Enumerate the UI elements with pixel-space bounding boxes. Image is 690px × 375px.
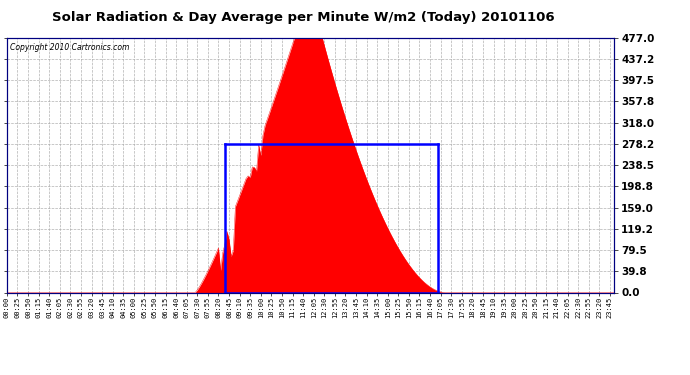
Text: Solar Radiation & Day Average per Minute W/m2 (Today) 20101106: Solar Radiation & Day Average per Minute… bbox=[52, 11, 555, 24]
Text: Copyright 2010 Cartronics.com: Copyright 2010 Cartronics.com bbox=[10, 43, 129, 52]
